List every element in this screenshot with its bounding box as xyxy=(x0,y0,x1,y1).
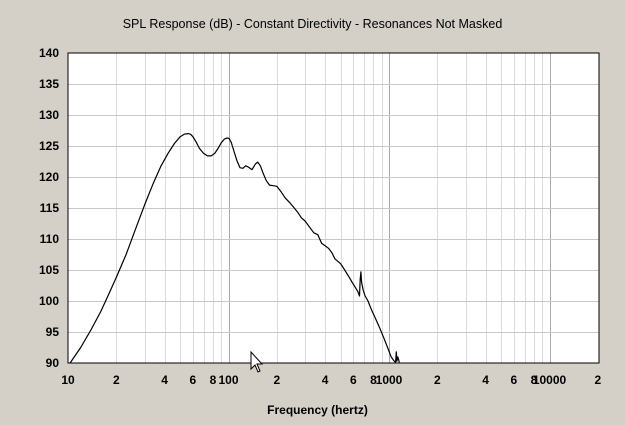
plot-border xyxy=(67,52,600,364)
x-tick-label: 1000 xyxy=(376,373,403,387)
x-tick-label: 100 xyxy=(218,373,238,387)
y-tick-labels: 90 95 100 105 110 115 120 125 130 135 140 xyxy=(39,46,59,370)
y-tick-label: 140 xyxy=(39,46,59,60)
x-tick-label: 2 xyxy=(113,373,120,387)
horizontal-gridlines xyxy=(68,84,599,333)
x-tick-label: 8 xyxy=(370,373,377,387)
x-tick-label: 2 xyxy=(273,373,280,387)
x-tick-label: 10000 xyxy=(533,373,567,387)
y-tick-label: 105 xyxy=(39,263,59,277)
mouse-cursor-icon xyxy=(250,350,264,373)
y-tick-label: 95 xyxy=(46,325,60,339)
x-axis-label: Frequency (hertz) xyxy=(267,403,368,417)
y-tick-label: 100 xyxy=(39,294,59,308)
y-tick-label: 135 xyxy=(39,77,59,91)
x-tick-label: 8 xyxy=(210,373,217,387)
series-group xyxy=(69,133,400,364)
y-tick-label: 130 xyxy=(39,108,59,122)
x-tick-label: 2 xyxy=(594,373,601,387)
x-tick-label: 2 xyxy=(434,373,441,387)
x-tick-label: 6 xyxy=(511,373,518,387)
y-tick-label: 90 xyxy=(46,356,60,370)
y-tick-label: 120 xyxy=(39,170,59,184)
chart-title: SPL Response (dB) - Constant Directivity… xyxy=(122,17,503,31)
y-tick-label: 110 xyxy=(40,232,60,246)
x-tick-label: 10 xyxy=(61,373,75,387)
x-tick-label: 6 xyxy=(350,373,357,387)
x-tick-label: 4 xyxy=(322,373,329,387)
y-tick-label: 115 xyxy=(40,201,60,215)
spl-response-line xyxy=(69,133,400,364)
y-tick-label: 125 xyxy=(39,139,59,153)
x-tick-label: 4 xyxy=(482,373,489,387)
x-tick-label: 4 xyxy=(161,373,168,387)
x-tick-label: 6 xyxy=(190,373,197,387)
x-tick-label: 8 xyxy=(531,373,538,387)
